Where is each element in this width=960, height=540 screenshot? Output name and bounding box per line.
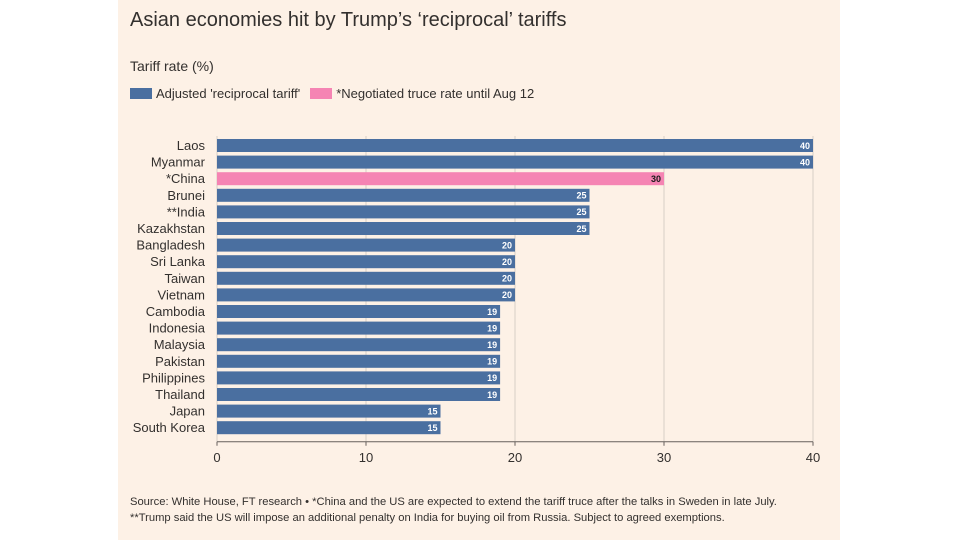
category-label: Indonesia: [149, 321, 206, 336]
data-label: 40: [800, 141, 810, 151]
bar-malaysia: [217, 338, 501, 352]
data-label: 15: [427, 423, 437, 433]
category-label: Brunei: [167, 188, 205, 203]
bar-indonesia: [217, 321, 501, 335]
data-label: 19: [487, 307, 497, 317]
category-label: Pakistan: [155, 354, 205, 369]
data-label: 19: [487, 373, 497, 383]
data-label: 20: [502, 290, 512, 300]
x-tick-label: 0: [213, 450, 220, 465]
category-label: *China: [166, 171, 206, 186]
category-label: Sri Lanka: [150, 254, 206, 269]
data-label: 15: [427, 406, 437, 416]
chart-title: Asian economies hit by Trump’s ‘reciproc…: [130, 9, 567, 31]
data-label: 25: [576, 207, 586, 217]
data-label: 25: [576, 191, 586, 201]
bar-pakistan: [217, 354, 501, 368]
legend-label-adjusted: Adjusted 'reciprocal tariff': [156, 86, 301, 101]
category-label: **India: [167, 204, 206, 219]
x-tick-label: 30: [657, 450, 671, 465]
category-label: Japan: [170, 404, 205, 419]
x-tick-label: 20: [508, 450, 522, 465]
bar-cambodia: [217, 305, 501, 318]
bar-vietnam: [217, 288, 515, 302]
category-label: Myanmar: [151, 155, 206, 170]
bar-south-korea: [217, 421, 441, 435]
category-label: Bangladesh: [136, 238, 205, 253]
legend-label-truce: *Negotiated truce rate until Aug 12: [336, 86, 535, 101]
legend-swatch-truce: [310, 88, 333, 99]
legend-item-truce: *Negotiated truce rate until Aug 12: [310, 86, 534, 101]
source-note: Source: White House, FT research • *Chin…: [130, 494, 777, 526]
bar-brunei: [217, 188, 590, 202]
data-label: 20: [502, 240, 512, 250]
data-label: 19: [487, 357, 497, 367]
bar-laos: [217, 139, 813, 152]
bar-chart: Laos 40 Myanmar 40 *China 30 Brunei 25 **India 25…: [133, 136, 820, 465]
data-label: 19: [487, 340, 497, 350]
bar-japan: [217, 404, 441, 418]
bar-india: [217, 205, 590, 219]
category-label: Philippines: [142, 370, 205, 385]
chart-subtitle: Tariff rate (%): [130, 58, 214, 74]
legend-item-adjusted: Adjusted 'reciprocal tariff': [130, 86, 300, 101]
category-label: Thailand: [155, 387, 205, 402]
legend-swatch-adjusted: [130, 88, 152, 99]
data-label: 40: [800, 157, 810, 167]
legend: Adjusted 'reciprocal tariff' *Negotiated…: [130, 86, 544, 101]
bar-myanmar: [217, 155, 813, 169]
category-label: Cambodia: [146, 304, 206, 319]
bar-bangladesh: [217, 238, 515, 252]
data-label: 25: [576, 224, 586, 234]
category-label: South Korea: [133, 420, 206, 435]
category-label: Kazakhstan: [137, 221, 205, 236]
bar-taiwan: [217, 271, 515, 285]
category-label: Taiwan: [165, 271, 205, 286]
data-label: 30: [651, 174, 661, 184]
x-tick-label: 40: [806, 450, 820, 465]
data-label: 19: [487, 323, 497, 333]
x-tick-label: 10: [359, 450, 373, 465]
bar-thailand: [217, 388, 501, 401]
data-label: 20: [502, 274, 512, 284]
bar-philippines: [217, 371, 501, 385]
data-label: 20: [502, 257, 512, 267]
bar-kazakhstan: [217, 222, 590, 235]
bar-sri-lanka: [217, 255, 515, 269]
category-label: Laos: [177, 138, 206, 153]
data-label: 19: [487, 390, 497, 400]
category-label: Vietnam: [158, 287, 205, 302]
category-label: Malaysia: [154, 337, 206, 352]
source-line-2: **Trump said the US will impose an addit…: [130, 512, 725, 524]
chart-panel: Asian economies hit by Trump’s ‘reciproc…: [118, 0, 840, 540]
source-line-1: Source: White House, FT research • *Chin…: [130, 496, 777, 508]
bar-china: [217, 172, 664, 186]
